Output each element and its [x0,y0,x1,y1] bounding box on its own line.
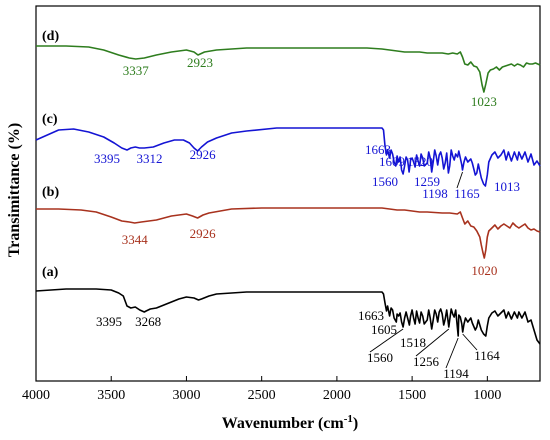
peak-label-3395: 3395 [94,151,120,166]
peak-label-1609: 1609 [379,154,405,169]
peak-label-1520: 1520 [407,154,433,169]
panel-label-d: (d) [42,29,59,44]
x-tick-label-3500: 3500 [97,388,125,403]
peak-label-3268: 3268 [135,314,161,329]
peak-label-3337: 3337 [123,63,150,78]
peak-label-1518: 1518 [400,335,426,350]
peak-label-2926: 2926 [190,226,217,241]
peak-label-1165: 1165 [454,186,480,201]
peak-label-1605: 1605 [371,322,397,337]
spectra-lines [35,45,541,345]
spectrum-line-c [35,127,541,187]
peak-label-1663: 1663 [358,308,384,323]
peak-leader-1165 [456,171,463,189]
x-tick-label-4000: 4000 [22,388,50,403]
peak-label-1259: 1259 [414,174,440,189]
x-tick-label-3000: 3000 [172,388,200,403]
peak-label-1256: 1256 [413,354,440,369]
peak-label-1663: 1663 [365,142,391,157]
peak-label-1198: 1198 [422,186,448,201]
x-tick-label-1500: 1500 [398,388,426,403]
peak-label-2926: 2926 [190,147,217,162]
peak-label-3312: 3312 [137,151,163,166]
x-tick-label-2500: 2500 [248,388,276,403]
panel-label-a: (a) [42,265,59,280]
x-ticks: 4000 3500 3000 2500 2000 1500 1000 [22,376,501,403]
peak-leader-1560 [369,328,404,353]
peak-leader-1194 [445,337,459,369]
spectrum-line-d [36,45,541,93]
y-axis-title: Transimittance (%) [6,123,23,257]
peak-label-1023: 1023 [471,94,497,109]
peak-label-1560: 1560 [367,350,393,365]
peak-leader-1256 [415,328,450,357]
spectrum-line-a [35,288,541,345]
peak-label-2923: 2923 [187,55,213,70]
plot-frame [35,5,541,382]
peak-label-1560: 1560 [372,174,398,189]
peak-label-1194: 1194 [443,366,469,381]
panel-label-c: (c) [42,112,58,127]
peak-label-3344: 3344 [122,232,149,247]
peak-label-1020: 1020 [471,263,497,278]
peak-label-1164: 1164 [474,348,500,363]
peak-label-1013: 1013 [494,179,520,194]
x-tick-label-1000: 1000 [473,388,501,403]
peak-leader-1164 [462,333,478,351]
panel-labels: (d) (c) (b) (a) [42,29,59,280]
x-axis-title: Wavenumber (cm-1) [222,413,358,432]
panel-label-b: (b) [42,185,59,200]
peak-label-3395: 3395 [96,314,122,329]
spectrum-line-b [36,207,541,259]
x-tick-label-2000: 2000 [323,388,351,403]
